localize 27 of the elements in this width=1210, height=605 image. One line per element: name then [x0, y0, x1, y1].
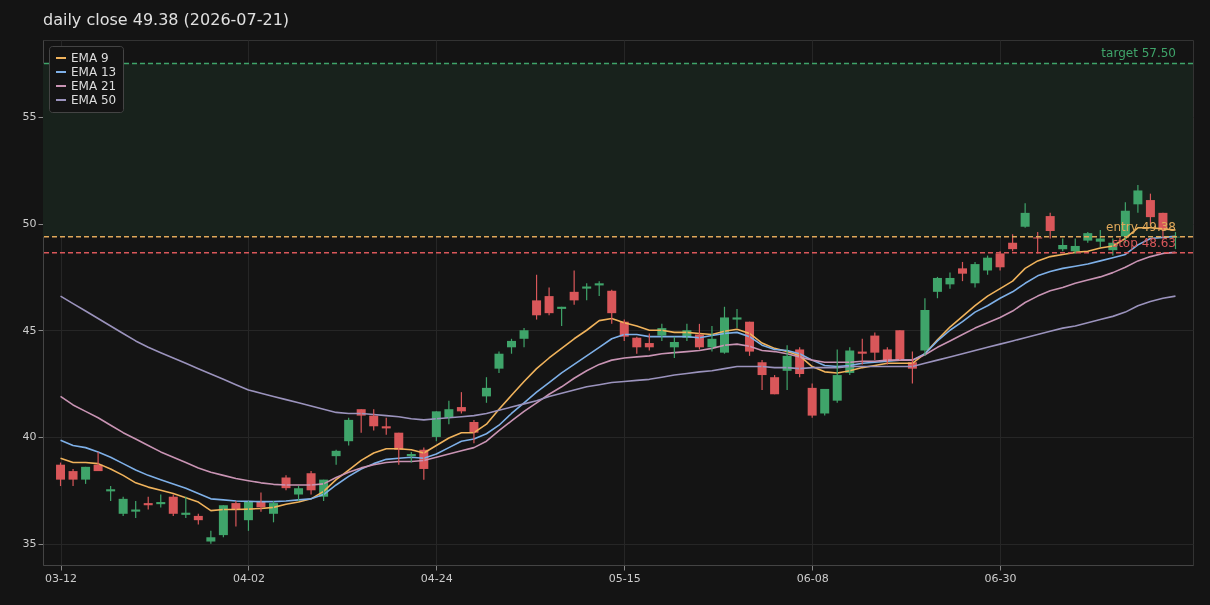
candlestick [118, 496, 128, 517]
y-tick-label: 40 [22, 430, 37, 444]
candlestick [732, 308, 742, 329]
candlestick [807, 383, 817, 419]
x-tick-label: 06-30 [984, 571, 1017, 585]
candlestick [958, 261, 968, 282]
candlestick [832, 348, 842, 404]
y-tick-label: 55 [22, 110, 37, 124]
y-tick-label: 35 [22, 537, 37, 551]
candlestick [56, 461, 66, 487]
x-tick-label: 04-24 [420, 571, 453, 585]
candlestick [932, 276, 942, 299]
legend-label: EMA 13 [71, 65, 117, 79]
x-tick-label: 04-02 [232, 571, 265, 585]
x-tick-label: 03-12 [45, 571, 78, 585]
candlestick [1045, 212, 1055, 240]
ref-line-label: target 57.50 [1101, 46, 1176, 61]
x-tick-label: 06-08 [796, 571, 829, 585]
candlestick [206, 530, 216, 545]
legend-label: EMA 21 [71, 79, 117, 93]
candlestick [532, 274, 542, 321]
chart-title: daily close 49.38 (2026-07-21) [43, 10, 290, 29]
legend-label: EMA 50 [71, 93, 117, 107]
x-tick-label: 05-15 [608, 571, 641, 585]
y-tick-label: 50 [22, 217, 37, 231]
legend-label: EMA 9 [71, 51, 109, 65]
y-tick-label: 45 [22, 323, 37, 337]
